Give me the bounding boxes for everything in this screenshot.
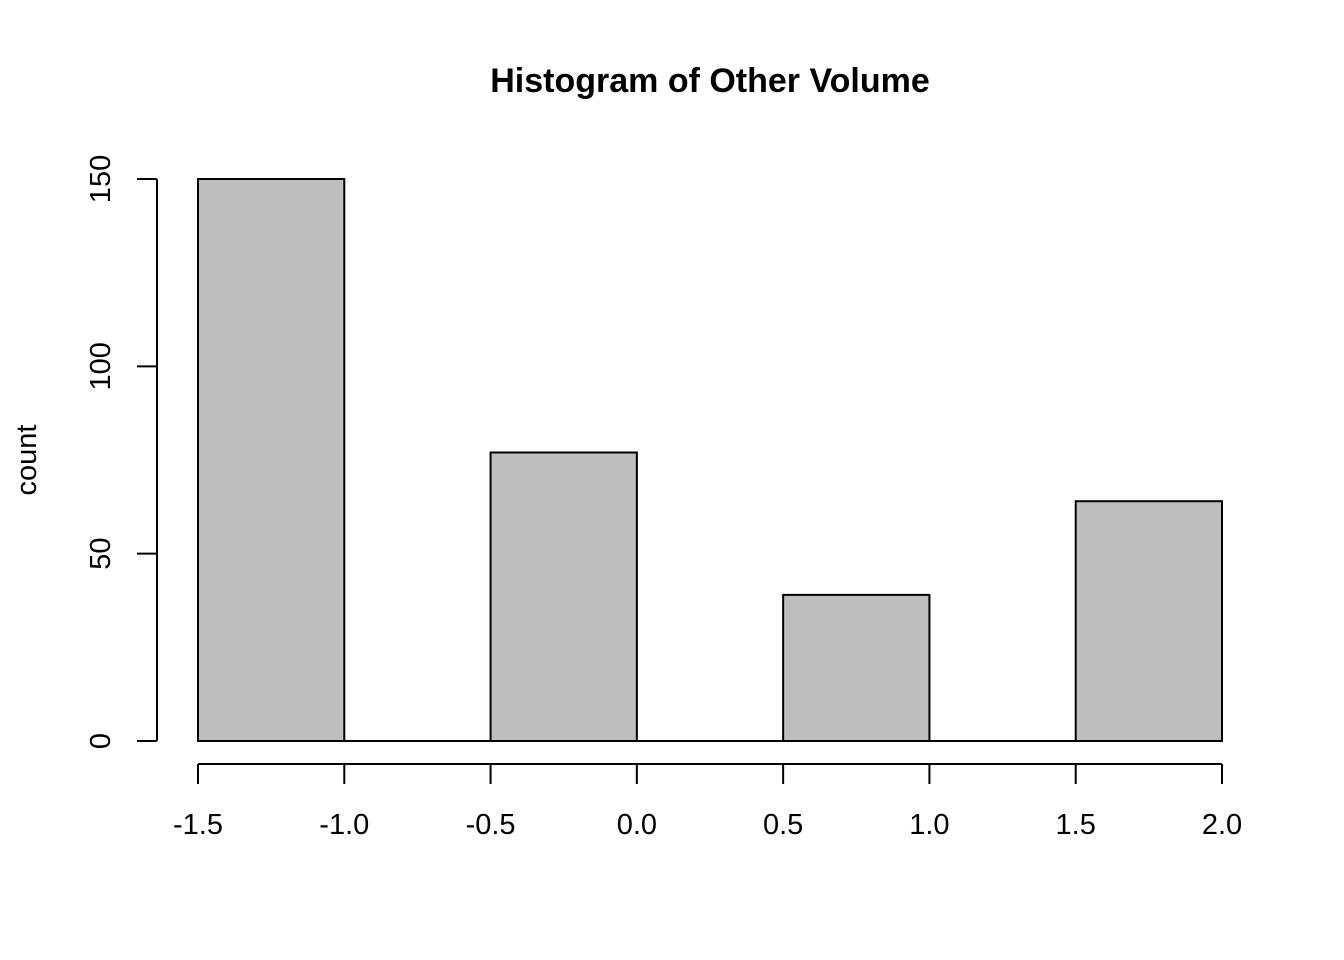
x-tick-label: 0.5 [763,809,803,841]
histogram-bar [1074,500,1223,743]
x-tick-label: 2.0 [1202,809,1242,841]
bars-group [197,178,1223,743]
histogram-bar [197,178,346,742]
y-tick-label: 150 [85,155,117,203]
histogram-bar [782,593,931,742]
x-tick-label: -1.5 [173,809,223,841]
x-tick-label: 1.5 [1056,809,1096,841]
histogram-bar [489,451,638,742]
x-tick-label: -0.5 [466,809,516,841]
y-axis-label: count [11,425,43,496]
x-tick-label: -1.0 [319,809,369,841]
chart-title: Histogram of Other Volume [490,62,930,100]
x-tick-label: 0.0 [617,809,657,841]
y-tick-label: 0 [85,733,117,749]
x-tick-label: 1.0 [909,809,949,841]
y-tick-label: 100 [85,342,117,390]
y-axis: 0 50 100 150 [85,155,158,749]
x-axis: -1.5 -1.0 -0.5 0.0 0.5 1.0 1.5 2.0 [173,763,1242,841]
y-tick-label: 50 [85,538,117,570]
